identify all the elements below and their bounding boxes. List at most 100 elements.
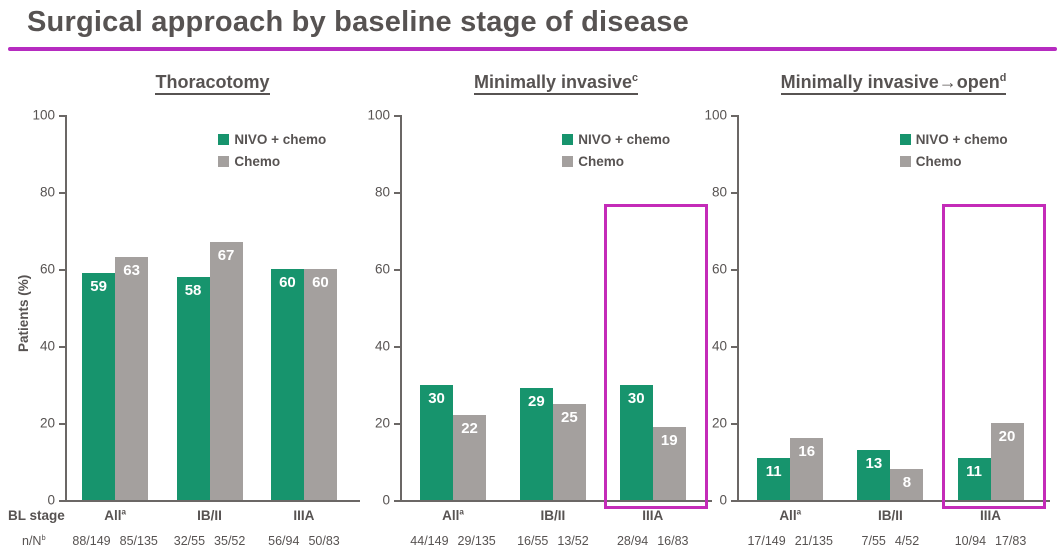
bar-value-label: 60 xyxy=(279,274,296,291)
y-tick-mark xyxy=(731,192,737,194)
n-over-N-chemo: 29/135 xyxy=(457,534,496,548)
n-over-N-nivo-chemo: 44/149 xyxy=(410,534,449,548)
y-tick-label: 100 xyxy=(32,107,55,123)
legend-label: Chemo xyxy=(234,154,281,169)
n-over-N-chemo: 50/83 xyxy=(308,534,340,548)
bar-nivo-chemo: 58 xyxy=(176,276,210,500)
legend-item: NIVO + chemo xyxy=(218,132,326,147)
n-over-N-group: 32/55 35/52 xyxy=(174,534,246,548)
y-tick-label: 60 xyxy=(374,261,390,277)
bar-chemo: 22 xyxy=(453,415,487,500)
legend: NIVO + chemo Chemo xyxy=(218,132,326,169)
y-tick-mark xyxy=(731,269,737,271)
chart-title: Thoracotomy xyxy=(65,72,360,95)
bar-value-label: 20 xyxy=(998,428,1016,445)
bar-value-label: 13 xyxy=(865,454,883,472)
n-over-N-chemo: 4/52 xyxy=(894,534,920,548)
n-over-N-chemo: 13/52 xyxy=(557,534,589,548)
bar-nivo-chemo: 30 xyxy=(619,384,653,500)
chart-title: Minimally invasivec xyxy=(400,72,712,95)
n-over-N-group: 56/94 50/83 xyxy=(268,534,340,548)
highlight-box xyxy=(941,203,1046,509)
n-over-N-chemo: 17/83 xyxy=(995,534,1027,548)
x-category-label: IB/II xyxy=(197,508,222,523)
n-over-N-chemo: 35/52 xyxy=(214,534,246,548)
y-tick-label: 80 xyxy=(39,184,55,200)
bar-value-label: 58 xyxy=(184,281,202,299)
legend-swatch-chemo xyxy=(218,156,230,167)
y-tick-label: 0 xyxy=(719,492,727,508)
superscript-footnote-marker: a xyxy=(459,507,464,517)
n-over-N-nivo-chemo: 28/94 xyxy=(616,534,649,548)
bar-value-label: 25 xyxy=(561,408,578,426)
x-axis-line xyxy=(737,500,1050,502)
bar-value-label: 63 xyxy=(123,262,140,280)
legend-item: NIVO + chemo xyxy=(562,132,670,147)
bar-value-label: 60 xyxy=(312,274,329,291)
bar-nivo-chemo: 30 xyxy=(420,384,454,500)
y-tick-label: 20 xyxy=(374,415,390,431)
superscript-footnote-marker: d xyxy=(999,72,1007,84)
y-tick-label: 100 xyxy=(704,107,727,123)
y-tick-mark xyxy=(731,500,737,502)
n-over-N-group: 88/149 85/135 xyxy=(72,534,157,548)
chart-title-text: Thoracotomy xyxy=(155,72,270,95)
x-axis-line xyxy=(400,500,712,502)
n-over-N-group: 44/149 29/135 xyxy=(410,534,495,548)
y-tick-label: 0 xyxy=(47,492,55,508)
n-over-N-nivo-chemo: 7/55 xyxy=(861,534,886,548)
bar-value-label: 59 xyxy=(90,277,107,295)
bar-value-label: 67 xyxy=(217,247,235,265)
y-tick-mark xyxy=(59,423,65,425)
n-over-N-nivo-chemo: 32/55 xyxy=(173,534,206,548)
y-tick-mark xyxy=(731,423,737,425)
bar-chemo: 60 xyxy=(303,269,337,500)
bar-nivo-chemo: 11 xyxy=(957,457,991,500)
n-over-N-group: 28/94 16/83 xyxy=(617,534,689,548)
x-category-label: IIIA xyxy=(980,508,1002,523)
bar-nivo-chemo: 13 xyxy=(857,449,891,500)
chart-title-text: Minimally invasivec xyxy=(473,72,639,95)
bar-value-label: 11 xyxy=(966,462,982,480)
legend-label: NIVO + chemo xyxy=(234,132,327,147)
n-over-N-group: 10/94 17/83 xyxy=(955,534,1027,548)
legend-label: Chemo xyxy=(578,154,624,169)
x-category-label: IIIA xyxy=(642,508,664,523)
y-tick-mark xyxy=(394,115,400,117)
y-tick-label: 60 xyxy=(711,261,727,277)
bar-value-label: 30 xyxy=(428,389,445,407)
y-tick-mark xyxy=(394,269,400,271)
y-tick-label: 100 xyxy=(367,107,390,123)
y-tick-label: 40 xyxy=(374,338,390,354)
y-tick-mark xyxy=(394,423,400,425)
n-over-N-group: 16/55 13/52 xyxy=(517,534,589,548)
legend-swatch-chemo xyxy=(562,156,574,167)
legend-item: NIVO + chemo xyxy=(899,132,1008,147)
legend-swatch-nivo-chemo xyxy=(562,134,574,145)
n-over-N-row-label: n/Nb xyxy=(22,532,46,548)
y-axis-title: Patients (%) xyxy=(16,274,31,352)
legend-label: NIVO + chemo xyxy=(578,132,671,147)
bar-value-label: 22 xyxy=(461,420,478,438)
bar-value-label: 8 xyxy=(902,474,912,492)
legend-swatch-chemo xyxy=(899,156,911,167)
y-tick-label: 20 xyxy=(711,415,727,431)
superscript-footnote-marker: c xyxy=(632,72,639,84)
bar-nivo-chemo: 59 xyxy=(82,272,116,500)
y-tick-mark xyxy=(731,346,737,348)
x-category-label: Alla xyxy=(442,507,464,523)
x-category-label: IB/II xyxy=(540,508,566,523)
n-over-N-nivo-chemo: 56/94 xyxy=(268,534,300,548)
legend-swatch-nivo-chemo xyxy=(218,134,230,145)
bar-value-label: 11 xyxy=(765,462,782,480)
y-tick-mark xyxy=(394,346,400,348)
y-axis-line xyxy=(400,115,402,500)
chart-title-text: Minimally invasive→opend xyxy=(780,72,1007,95)
n-over-N-nivo-chemo: 88/149 xyxy=(72,534,111,548)
y-tick-mark xyxy=(59,115,65,117)
x-axis-line xyxy=(65,500,360,502)
legend-swatch-nivo-chemo xyxy=(899,134,911,145)
bar-value-label: 30 xyxy=(627,389,645,407)
y-tick-mark xyxy=(394,192,400,194)
x-category-label: IIIA xyxy=(293,508,315,523)
